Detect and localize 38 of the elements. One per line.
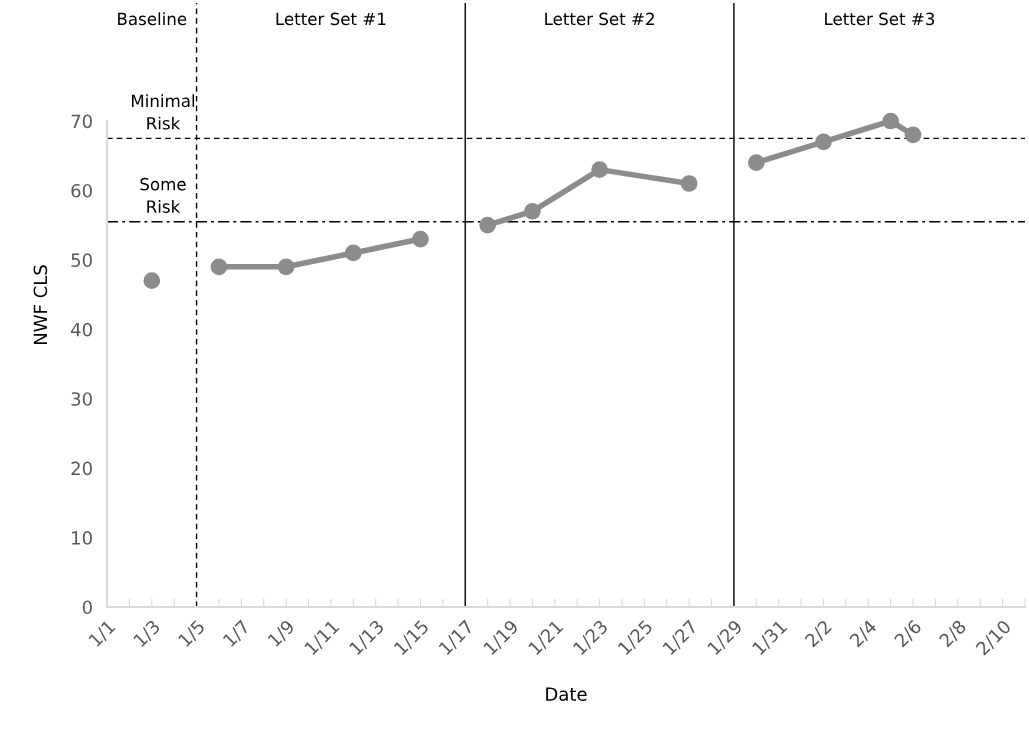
point: [524, 202, 541, 220]
point: [747, 154, 765, 172]
x-tick-label: 2/6: [893, 619, 924, 649]
y-tick-label: 30: [71, 392, 92, 406]
y-tick-label: 40: [71, 322, 92, 337]
x-axis-title: Date: [546, 687, 587, 701]
ref-line-label: Minimal Risk: [131, 94, 195, 130]
point: [412, 230, 429, 248]
y-axis-title: NWF CLS: [33, 265, 48, 345]
point: [882, 112, 899, 130]
ref-line-label: Some Risk: [140, 177, 186, 213]
y-tick-label: 60: [71, 183, 92, 198]
y-tick-label: 0: [82, 600, 92, 615]
x-tick-label: 1/1: [88, 619, 117, 649]
y-tick-label: 70: [71, 114, 92, 129]
point: [344, 244, 362, 262]
point: [210, 258, 228, 276]
annotation: Letter Set #3: [825, 12, 935, 26]
x-tick-label: 1/3: [132, 619, 162, 649]
point: [680, 175, 698, 192]
annotation: Baseline: [118, 12, 187, 26]
point: [143, 272, 161, 290]
point: [277, 258, 295, 276]
annotation: Letter Set #1: [276, 12, 386, 26]
x-tick-label: 1/7: [222, 619, 252, 649]
x-tick-label: 2/2: [804, 619, 834, 649]
x-tick-label: 2/4: [848, 619, 879, 649]
y-tick-label: 20: [71, 461, 92, 476]
x-tick-label: 1/5: [177, 619, 207, 649]
x-tick-label: 2/8: [938, 619, 968, 649]
point: [591, 161, 608, 178]
point: [479, 216, 496, 234]
y-tick-label: 10: [72, 531, 92, 545]
point: [904, 126, 922, 144]
y-tick-label: 50: [71, 253, 92, 267]
x-tick-label: 1/9: [267, 619, 297, 649]
annotation: Letter Set #2: [545, 12, 654, 26]
point: [815, 133, 832, 151]
